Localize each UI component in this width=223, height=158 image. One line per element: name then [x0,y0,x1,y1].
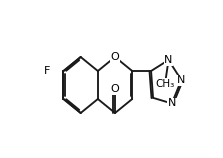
Text: N: N [164,55,173,65]
Text: O: O [111,52,119,62]
Text: F: F [43,66,50,76]
Text: N: N [168,98,176,108]
Text: O: O [111,84,119,94]
Text: N: N [177,75,186,85]
Text: CH₃: CH₃ [155,79,175,89]
